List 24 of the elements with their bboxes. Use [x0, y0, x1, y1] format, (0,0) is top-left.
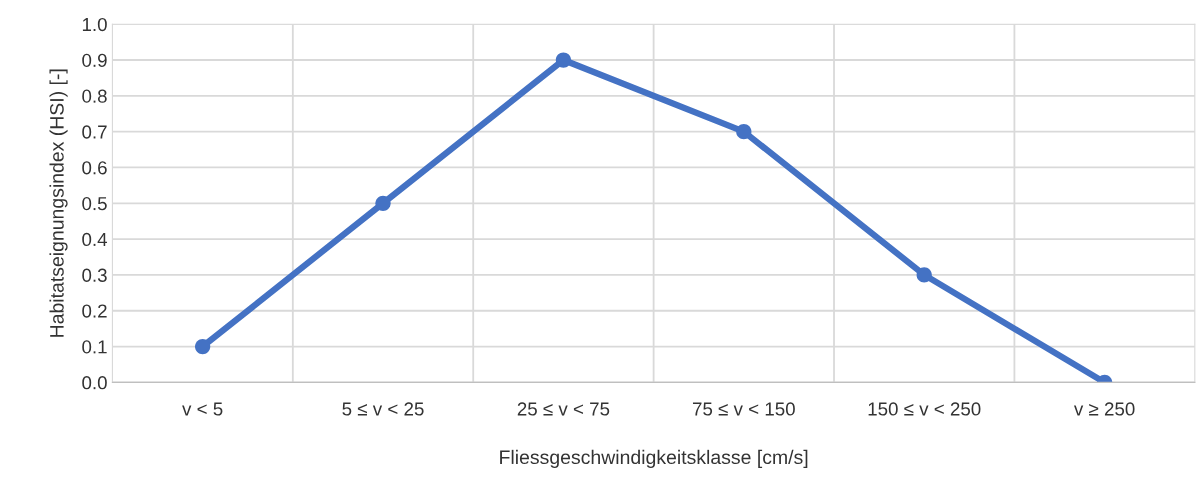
x-tick-label: 5 ≤ v < 25 [342, 402, 424, 416]
y-tick-label: 0.2 [82, 304, 107, 318]
y-tick-label: 0.9 [82, 53, 107, 67]
point [916, 267, 932, 283]
point [375, 195, 391, 211]
x-axis-title: Fliessgeschwindigkeitsklasse [cm/s] [500, 449, 808, 468]
y-tick-label: 0.5 [82, 196, 107, 211]
y-tick-label: 0.0 [82, 376, 107, 390]
y-tick-label: 0.6 [82, 161, 107, 175]
y-tick-label: 0.4 [82, 232, 108, 247]
y-tick-label: 0.7 [82, 125, 107, 139]
x-tick-label: v < 5 [182, 402, 223, 416]
y-axis-title: Habitatseignungsindex (HSI) [-] [49, 69, 68, 337]
x-tick-label: v ≥ 250 [1073, 402, 1135, 416]
x-tick-label: 150 ≤ v < 250 [868, 402, 981, 416]
x-tick-label: 75 ≤ v < 150 [692, 402, 795, 416]
y-tick-label: 0.3 [82, 268, 107, 282]
y-tick-label: 0.1 [82, 340, 107, 354]
y-tick-label: 1.0 [82, 17, 107, 32]
point [555, 52, 572, 68]
point [194, 338, 211, 355]
x-tick-label: 25 ≤ v < 75 [517, 402, 610, 416]
point [736, 124, 752, 140]
y-tick-label: 0.8 [82, 89, 107, 103]
